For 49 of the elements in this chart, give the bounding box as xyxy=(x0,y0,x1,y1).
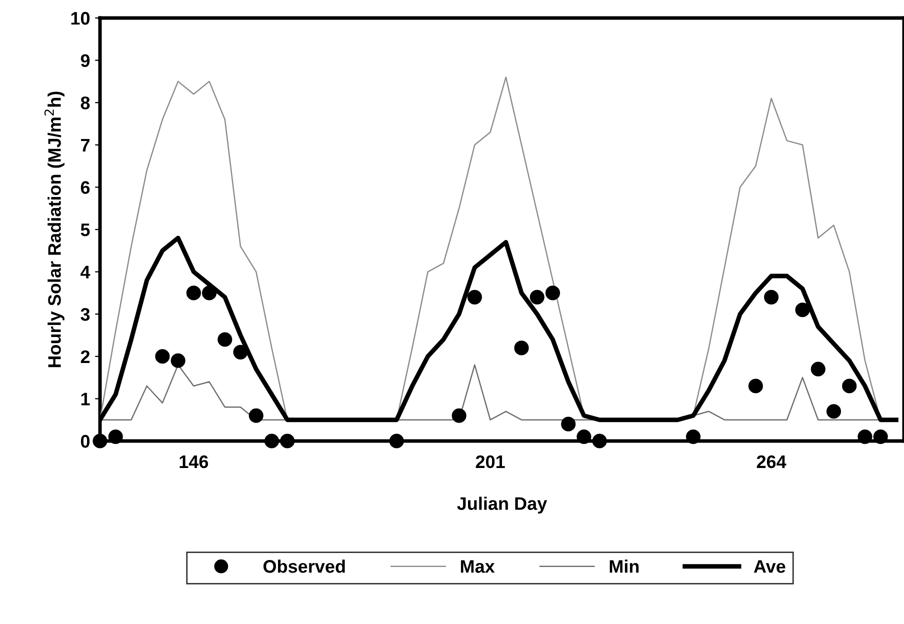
point xyxy=(530,290,544,304)
y-tick-label: 0 xyxy=(80,434,90,448)
y-tick-label: 8 xyxy=(80,96,90,110)
legend-label: Ave xyxy=(754,560,786,573)
point xyxy=(561,416,576,432)
point xyxy=(467,290,482,304)
legend-label: Max xyxy=(460,560,495,573)
point xyxy=(545,286,560,300)
point xyxy=(686,429,701,444)
y-tick-label: 7 xyxy=(81,139,90,152)
point xyxy=(514,340,529,356)
point xyxy=(280,434,295,448)
point xyxy=(248,408,264,423)
point xyxy=(748,378,763,394)
x-tick-label: 264 xyxy=(756,455,786,468)
point xyxy=(576,429,592,444)
point xyxy=(873,429,888,444)
point xyxy=(858,429,872,444)
y-tick-label: 1 xyxy=(81,392,90,406)
y-tick-label: 2 xyxy=(80,350,90,363)
point xyxy=(92,434,108,448)
y-tick-label: 6 xyxy=(80,181,90,194)
point xyxy=(592,434,607,448)
y-tick-label: 5 xyxy=(80,224,90,236)
point xyxy=(452,408,466,423)
y-tick-label: 3 xyxy=(80,308,90,321)
x-tick-label: 201 xyxy=(476,455,505,468)
point xyxy=(186,286,201,300)
x-axis-title: Julian Day xyxy=(457,496,548,514)
point xyxy=(202,286,217,300)
legend-label: Min xyxy=(610,560,639,573)
point xyxy=(826,404,842,419)
x-tick-label: 146 xyxy=(180,455,208,468)
point xyxy=(842,378,857,394)
legend-label: Observed xyxy=(263,560,345,573)
y-tick-label: 4 xyxy=(80,266,90,278)
y-axis-title: Hourly Solar Radiation (MJ/m$^{2}$h) xyxy=(44,92,64,368)
point xyxy=(233,344,248,360)
point xyxy=(170,353,186,368)
point xyxy=(795,302,810,318)
point xyxy=(389,434,404,448)
point xyxy=(155,349,170,364)
point xyxy=(264,434,280,448)
y-tick-label: 9 xyxy=(80,54,90,68)
point xyxy=(108,429,123,444)
y-tick-label: 10 xyxy=(71,12,90,25)
point xyxy=(810,362,826,376)
point xyxy=(218,332,232,347)
point xyxy=(764,290,779,304)
